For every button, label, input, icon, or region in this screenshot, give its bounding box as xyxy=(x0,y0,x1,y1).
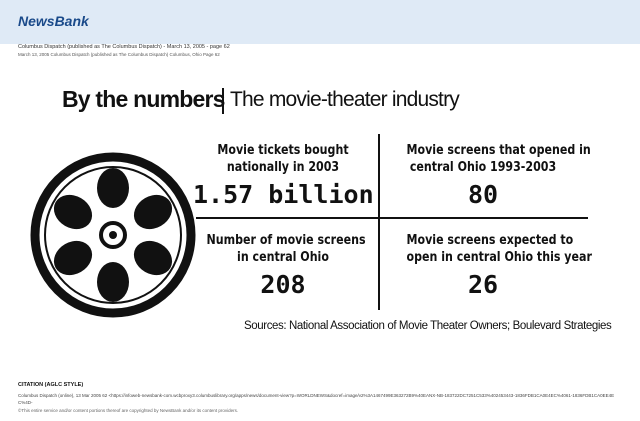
stat: Movie tickets bought nationally in 2003 … xyxy=(193,142,374,209)
header-bar xyxy=(0,0,640,44)
stat-value: 80 xyxy=(467,180,499,209)
publication: Columbus Dispatch (published as The Colu… xyxy=(18,44,230,50)
stat-value: 1.57 billion xyxy=(193,180,374,209)
film-reel xyxy=(30,152,196,318)
article-title: By the numbers xyxy=(62,86,225,112)
vertical-rule xyxy=(378,134,380,310)
title-divider xyxy=(222,88,224,114)
citation-text[interactable]: Columbus Dispatch (online), 13 Mar 2005 … xyxy=(18,393,615,405)
citation-heading: CITATION (AGLC STYLE) xyxy=(18,382,84,388)
stat-label: Movie screens expected to xyxy=(406,233,574,248)
publication-meta: March 13, 2005 Columbus Dispatch (publis… xyxy=(18,52,220,57)
article-subtitle: The movie-theater industry xyxy=(230,88,460,111)
stat-value: 208 xyxy=(260,270,306,299)
stat-value: 26 xyxy=(467,270,499,299)
stat-label: nationally in 2003 xyxy=(226,160,340,175)
stat: Movie screens that opened in central Ohi… xyxy=(393,142,591,209)
stat-label: central Ohio 1993-2003 xyxy=(409,160,557,175)
stat: Movie screens expected to open in centra… xyxy=(393,232,592,299)
stat-label: in central Ohio xyxy=(237,250,329,265)
horizontal-rule xyxy=(196,217,588,219)
logo[interactable]: NewsBank xyxy=(18,13,89,29)
stat-label: Movie tickets bought xyxy=(217,143,349,158)
stat: Number of movie screens in central Ohio … xyxy=(193,232,373,299)
sources: Sources: National Association of Movie T… xyxy=(244,320,612,332)
stat-label: Movie screens that opened in xyxy=(406,143,591,158)
stat-label: open in central Ohio this year xyxy=(406,250,592,265)
copyright: ©This entire service and/or content port… xyxy=(18,408,239,413)
stat-label: Number of movie screens xyxy=(206,233,366,248)
